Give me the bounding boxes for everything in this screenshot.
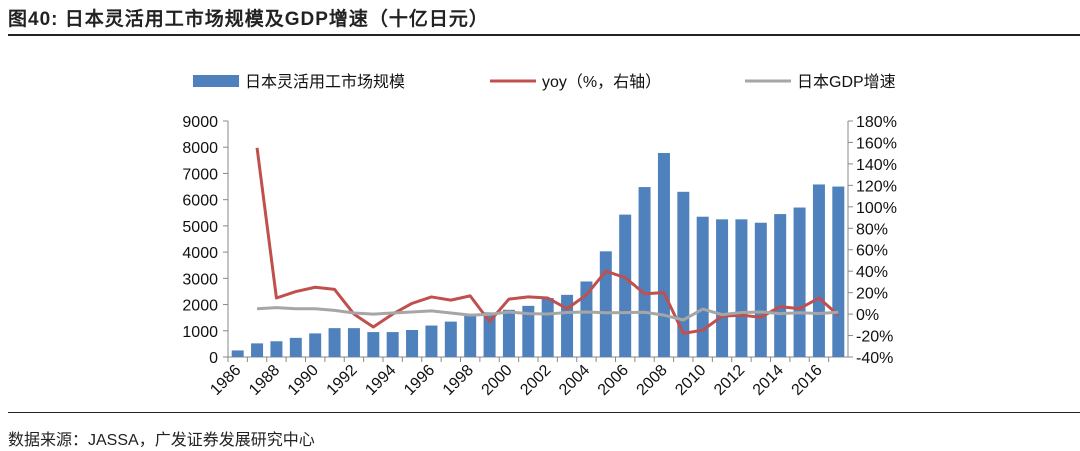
bar-2007 — [638, 187, 651, 357]
left-axis-tick-label: 7000 — [182, 166, 218, 183]
right-axis-tick-label: 60% — [856, 243, 888, 260]
right-axis-tick-label: -20% — [856, 329, 893, 346]
x-axis-tick-label: 2010 — [672, 362, 709, 399]
right-axis-tick-label: 140% — [856, 157, 897, 174]
bar-2015 — [793, 207, 806, 357]
left-axis-tick-label: 8000 — [182, 140, 218, 157]
bar-2004 — [580, 281, 593, 357]
x-axis-tick-label: 1996 — [401, 362, 438, 399]
left-axis-tick-label: 4000 — [182, 245, 218, 262]
x-axis-tick-label: 1986 — [207, 362, 244, 399]
bar-1987 — [251, 343, 264, 357]
right-axis-tick-label: 80% — [856, 221, 888, 238]
bar-1988 — [270, 341, 283, 357]
bar-2008 — [657, 152, 670, 357]
x-axis-tick-label: 1992 — [324, 362, 361, 399]
bar-1993 — [367, 332, 380, 357]
legend-swatch-bar — [193, 75, 239, 87]
x-axis-tick-label: 1988 — [246, 362, 283, 399]
bar-1991 — [328, 328, 341, 357]
bar-2016 — [812, 184, 825, 357]
bar-2001 — [522, 305, 535, 357]
footer-divider — [8, 412, 1080, 413]
bar-2002 — [541, 298, 554, 357]
x-axis-tick-label: 2000 — [479, 362, 516, 399]
bar-1996 — [425, 325, 438, 357]
bar-1994 — [386, 332, 399, 357]
bar-2013 — [754, 222, 767, 357]
legend-label: 日本GDP增速 — [797, 73, 896, 91]
bar-1998 — [464, 315, 477, 357]
x-axis-tick-label: 2014 — [750, 362, 787, 399]
x-axis-tick-label: 2002 — [517, 362, 554, 399]
left-axis-tick-label: 2000 — [182, 298, 218, 315]
bar-1986 — [231, 350, 244, 357]
right-axis-tick-label: 0% — [856, 307, 879, 324]
left-axis-tick-label: 6000 — [182, 193, 218, 210]
left-axis-tick-label: 1000 — [182, 324, 218, 341]
x-axis-tick-label: 2008 — [634, 362, 671, 399]
right-axis-tick-label: 100% — [856, 200, 897, 217]
right-axis-tick-label: 40% — [856, 264, 888, 281]
bar-2011 — [716, 219, 729, 357]
left-axis-tick-label: 5000 — [182, 219, 218, 236]
bar-2014 — [774, 214, 787, 357]
bar-1990 — [309, 333, 322, 357]
left-axis-tick-label: 0 — [209, 350, 218, 367]
bar-1999 — [483, 312, 496, 357]
right-axis-tick-label: 20% — [856, 286, 888, 303]
x-axis-tick-label: 2012 — [711, 362, 748, 399]
legend-label: 日本灵活用工市场规模 — [245, 73, 405, 91]
bar-2005 — [599, 251, 612, 357]
bar-2010 — [696, 216, 709, 357]
x-axis-tick-label: 1998 — [440, 362, 477, 399]
bar-1992 — [347, 328, 360, 357]
legend-label: yoy（%，右轴） — [542, 73, 661, 91]
bar-1995 — [406, 329, 419, 357]
bar-1997 — [444, 321, 457, 357]
x-axis-tick-label: 2006 — [595, 362, 632, 399]
bar-2017 — [832, 186, 845, 357]
left-axis-tick-label: 9000 — [182, 114, 218, 131]
bar-2000 — [502, 309, 515, 357]
bar-2003 — [561, 294, 574, 357]
bar-1989 — [289, 337, 302, 357]
bar-2012 — [735, 219, 748, 357]
x-axis-tick-label: 2016 — [789, 362, 826, 399]
right-axis-tick-label: 180% — [856, 114, 897, 131]
x-axis-tick-label: 1994 — [362, 362, 399, 399]
left-axis-tick-label: 3000 — [182, 271, 218, 288]
right-axis-tick-label: 120% — [856, 178, 897, 195]
page-title: 图40: 日本灵活用工市场规模及GDP增速（十亿日元） — [8, 9, 489, 30]
source-note: 数据来源：JASSA，广发证券发展研究中心 — [8, 432, 315, 449]
right-axis-tick-label: 160% — [856, 135, 897, 152]
x-axis-tick-label: 2004 — [556, 362, 593, 399]
right-axis-tick-label: -40% — [856, 350, 893, 367]
bar-2009 — [677, 191, 690, 357]
bar-2006 — [619, 214, 632, 357]
title-divider — [8, 34, 1080, 36]
x-axis-tick-label: 1990 — [285, 362, 322, 399]
